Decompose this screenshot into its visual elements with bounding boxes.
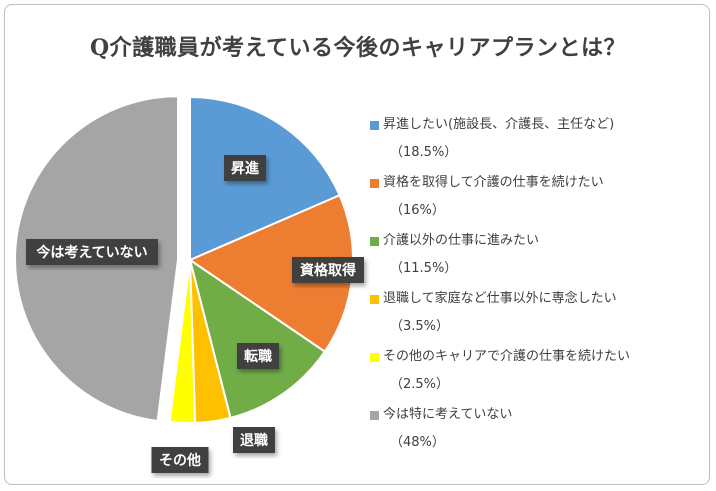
legend-pct-2: （11.5%） — [390, 261, 458, 276]
data-label-text-3: 退職 — [240, 432, 268, 449]
pie-slice-2 — [188, 257, 327, 420]
legend-swatch-3 — [370, 295, 379, 304]
legend-swatch-4 — [370, 353, 379, 362]
data-label-1: 資格取得 — [292, 257, 364, 283]
data-label-4: その他 — [151, 447, 209, 473]
legend-pct-3: （3.5%） — [390, 319, 450, 334]
legend-item-4: その他のキャリアで介護の仕事を続けたい （2.5%） — [370, 344, 710, 402]
data-label-box-5 — [26, 239, 158, 265]
pie-slice-4 — [168, 259, 197, 424]
legend-swatch-5 — [370, 411, 379, 420]
data-label-text-1: 資格取得 — [300, 262, 356, 279]
data-label-text-0: 昇進 — [231, 161, 259, 177]
data-label-box-3 — [233, 427, 275, 453]
legend-pct-5: （48%） — [390, 435, 445, 450]
data-label-3: 退職 — [233, 427, 275, 453]
legend-label-3: 退職して家庭など仕事以外に専念したい — [383, 291, 617, 306]
legend-pct-4: （2.5%） — [390, 377, 450, 392]
data-label-box-0 — [224, 155, 266, 181]
legend-pct-0: （18.5%） — [390, 145, 458, 160]
data-label-2: 転職 — [237, 343, 279, 369]
legend: 昇進したい(施設長、介護長、主任など) （18.5%） 資格を取得して介護の仕事を続… — [370, 112, 710, 460]
legend-label-0: 昇進したい(施設長、介護長、主任など) — [383, 117, 615, 132]
data-label-box-4 — [151, 447, 209, 473]
legend-item-2: 介護以外の仕事に進みたい （11.5%） — [370, 228, 710, 286]
legend-swatch-2 — [370, 237, 379, 246]
data-label-text-2: 転職 — [244, 348, 272, 365]
legend-label-5: 今は特に考えていない — [383, 407, 513, 422]
legend-swatch-0 — [370, 121, 379, 130]
legend-item-0: 昇進したい(施設長、介護長、主任など) （18.5%） — [370, 112, 710, 170]
legend-label-1: 資格を取得して介護の仕事を続けたい — [383, 175, 604, 190]
legend-swatch-1 — [370, 179, 379, 188]
data-label-0: 昇進 — [224, 155, 266, 181]
data-label-box-2 — [237, 343, 279, 369]
legend-label-2: 介護以外の仕事に進みたい — [383, 233, 540, 248]
chart-title: Q介護職員が考えている今後のキャリアプランとは？ — [89, 35, 627, 61]
data-label-text-5: 今は考えていない — [35, 244, 147, 261]
legend-item-5: 今は特に考えていない （48%） — [370, 402, 710, 460]
data-label-5: 今は考えていない — [26, 239, 158, 265]
legend-pct-1: （16%） — [390, 203, 445, 218]
legend-label-4: その他のキャリアで介護の仕事を続けたい — [383, 349, 631, 364]
legend-item-1: 資格を取得して介護の仕事を続けたい （16%） — [370, 170, 710, 228]
legend-item-3: 退職して家庭など仕事以外に専念したい （3.5%） — [370, 286, 710, 344]
data-label-box-1 — [292, 257, 364, 283]
data-label-text-4: その他 — [159, 452, 201, 469]
